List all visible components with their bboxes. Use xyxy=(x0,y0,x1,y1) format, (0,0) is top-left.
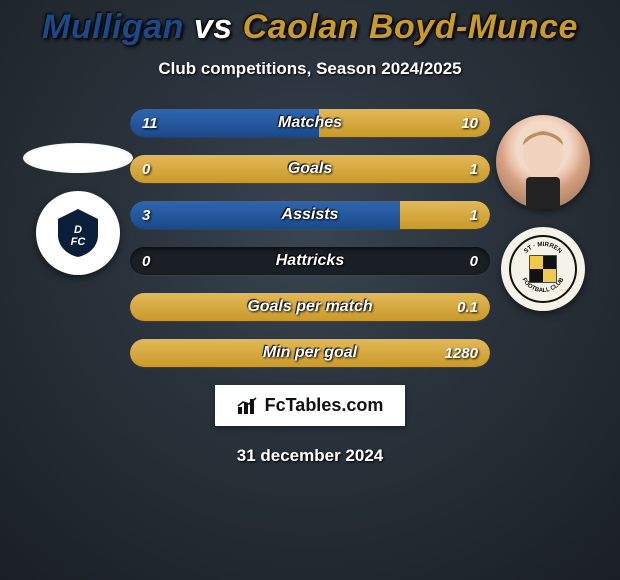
left-side: D FC xyxy=(25,109,130,275)
player1-avatar xyxy=(23,143,133,173)
title-player2: Caolan Boyd-Munce xyxy=(243,8,578,46)
stat-bar: Goals01 xyxy=(130,155,490,183)
chart-icon xyxy=(237,397,259,415)
club1-crest: D FC xyxy=(36,191,120,275)
club2-crest-icon: ST · MIRREN FOOTBALL CLUB xyxy=(508,234,578,304)
content: Mulligan vs Caolan Boyd-Munce Club compe… xyxy=(0,0,620,580)
svg-text:FC: FC xyxy=(70,236,86,248)
attribution-text: FcTables.com xyxy=(265,395,384,416)
player2-avatar-icon xyxy=(496,115,590,209)
stat-bar: Assists31 xyxy=(130,201,490,229)
stat-fill-right xyxy=(319,109,490,137)
title-vs: vs xyxy=(194,8,233,46)
date: 31 december 2024 xyxy=(237,446,384,466)
stat-bar: Hattricks0 0 xyxy=(130,247,490,275)
stat-fill-right xyxy=(130,155,490,183)
stat-bar: Matches1110 xyxy=(130,109,490,137)
subtitle: Club competitions, Season 2024/2025 xyxy=(158,59,461,79)
comparison-row: D FC Matches1110 Goals01 Assists31 Hattrick… xyxy=(0,109,620,367)
stat-fill-left xyxy=(130,201,400,229)
player2-avatar xyxy=(496,115,590,209)
stat-fill-right xyxy=(400,201,490,229)
club2-crest: ST · MIRREN FOOTBALL CLUB xyxy=(501,227,585,311)
stat-fill-left xyxy=(130,109,319,137)
stat-value-left: 0 xyxy=(142,247,150,275)
title-player1: Mulligan xyxy=(42,8,184,46)
attribution: FcTables.com xyxy=(215,385,406,426)
stat-label: Hattricks xyxy=(130,247,490,275)
page-title: Mulligan vs Caolan Boyd-Munce xyxy=(42,8,578,47)
svg-text:D: D xyxy=(74,224,82,236)
stat-fill-right xyxy=(130,293,490,321)
stat-fill-right xyxy=(130,339,490,367)
stat-bars: Matches1110 Goals01 Assists31 Hattricks0 0 Go… xyxy=(130,109,490,367)
right-side: ST · MIRREN FOOTBALL CLUB xyxy=(490,109,595,311)
stat-bar: Min per goal1280 xyxy=(130,339,490,367)
stat-value-right: 0 xyxy=(470,247,478,275)
club1-crest-icon: D FC xyxy=(50,205,106,261)
stat-bar: Goals per match0.1 xyxy=(130,293,490,321)
